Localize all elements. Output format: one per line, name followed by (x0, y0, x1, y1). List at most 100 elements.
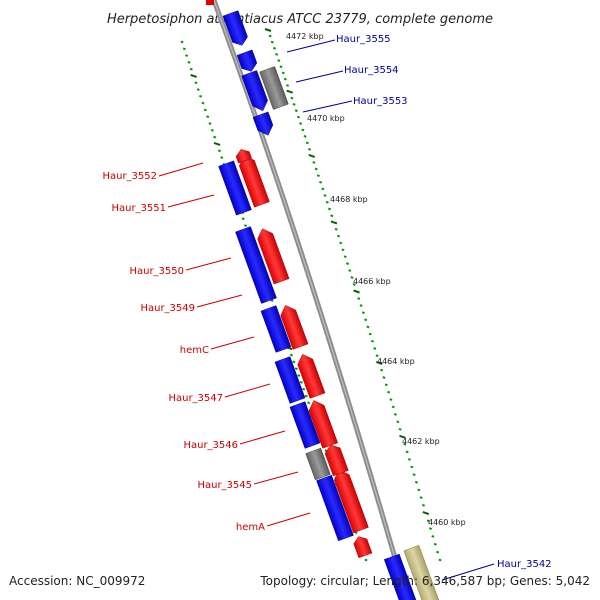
major-tick (308, 153, 316, 158)
minor-tick (417, 488, 421, 492)
minor-tick (382, 376, 386, 379)
gene-reverse-2[interactable] (260, 305, 292, 353)
minor-tick (206, 115, 210, 119)
tick-label: 4472 kbp (286, 32, 324, 41)
label-hemc[interactable]: hemC (180, 345, 209, 356)
label-haur-3547[interactable]: Haur_3547 (168, 393, 223, 404)
backbone (211, 0, 410, 600)
major-tick (213, 141, 221, 146)
gene-red-partial[interactable] (206, 0, 214, 5)
label-haur-3553[interactable]: Haur_3553 (353, 96, 408, 107)
gene-forward-4[interactable] (306, 398, 338, 449)
label-hema[interactable]: hemA (236, 522, 265, 533)
minor-tick (387, 390, 391, 394)
gene-rna[interactable] (403, 545, 443, 600)
minor-tick (241, 217, 245, 221)
minor-tick (361, 311, 365, 315)
minor-tick (419, 496, 423, 499)
minor-tick (182, 47, 186, 51)
gene-haur-3553[interactable] (241, 70, 271, 113)
minor-tick (364, 558, 368, 562)
gene-haur-3542[interactable] (383, 553, 421, 600)
gene-reverse-5[interactable] (316, 474, 354, 542)
label-haur-3555[interactable]: Haur_3555 (336, 34, 391, 45)
gene-haur-3553b[interactable] (252, 111, 276, 138)
minor-tick (199, 94, 203, 98)
minor-tick (220, 156, 224, 159)
minor-tick (391, 405, 395, 409)
minor-tick (421, 503, 426, 507)
label-haur-3546[interactable]: Haur_3546 (183, 440, 238, 451)
minor-tick (213, 135, 217, 139)
minor-tick (185, 54, 189, 57)
gene-haur-3554[interactable] (259, 66, 289, 110)
minor-tick (196, 88, 200, 91)
minor-tick (187, 61, 191, 64)
minor-tick (380, 368, 384, 372)
gene-forward-1[interactable] (255, 226, 290, 285)
gene-gray[interactable] (305, 447, 331, 481)
gene-reverse-3[interactable] (274, 356, 306, 404)
gene-forward-small-1[interactable] (352, 534, 373, 559)
label-haur-3549[interactable]: Haur_3549 (140, 303, 195, 314)
minor-tick (292, 360, 296, 364)
gene-haur-3555b[interactable] (236, 49, 259, 74)
genome-stats-text: Topology: circular; Length: 6,346,587 bp… (259, 574, 590, 588)
minor-tick (368, 332, 372, 336)
tick-label: 4462 kbp (402, 437, 440, 446)
minor-tick (279, 65, 283, 69)
gene-reverse-0[interactable] (218, 160, 252, 216)
gene-forward-3[interactable] (295, 352, 326, 399)
minor-tick (412, 473, 416, 476)
minor-tick (302, 387, 306, 391)
minor-tick (289, 353, 293, 357)
major-tick (422, 511, 430, 516)
gene-forward-extra[interactable] (323, 442, 349, 477)
reverse-strand-genes (222, 10, 289, 138)
gene-cluster (218, 147, 373, 559)
minor-tick (343, 255, 347, 259)
minor-tick (297, 374, 301, 377)
minor-tick (405, 450, 409, 454)
minor-tick (350, 276, 354, 279)
minor-tick (275, 53, 279, 56)
minor-tick (384, 383, 388, 387)
gene-forward-2[interactable] (278, 303, 309, 350)
minor-tick (352, 283, 356, 286)
minor-tick (272, 46, 277, 50)
minor-tick (180, 40, 184, 44)
minor-tick (323, 194, 327, 197)
minor-tick (375, 354, 379, 358)
gene-forward-small-0[interactable] (234, 147, 252, 164)
forward-labels: Haur_3552 Haur_3551 Haur_3550 Haur_3549 … (102, 162, 311, 533)
minor-tick (431, 535, 435, 538)
minor-tick (277, 59, 281, 62)
minor-tick (208, 122, 212, 125)
minor-tick (370, 339, 374, 343)
label-haur-3550[interactable]: Haur_3550 (129, 266, 184, 277)
minor-tick (325, 200, 329, 204)
minor-tick (341, 248, 345, 252)
minor-tick (396, 420, 400, 424)
gene-reverse-4[interactable] (289, 401, 321, 449)
minor-tick (292, 103, 296, 106)
label-haur-3552[interactable]: Haur_3552 (102, 171, 157, 182)
minor-tick (364, 318, 368, 322)
minor-tick (203, 108, 207, 112)
minor-tick (321, 187, 325, 191)
gene-haur-3555[interactable] (222, 10, 250, 48)
label-haur-3542[interactable]: Haur_3542 (497, 559, 552, 570)
minor-tick (312, 161, 316, 164)
tick-labels: 4472 kbp 4470 kbp 4468 kbp 4466 kbp 4464… (286, 32, 466, 527)
label-haur-3551[interactable]: Haur_3551 (111, 203, 166, 214)
minor-tick (217, 149, 221, 153)
tick-label: 4460 kbp (428, 518, 466, 527)
minor-tick (436, 550, 440, 554)
label-haur-3545[interactable]: Haur_3545 (197, 480, 252, 491)
minor-tick (283, 77, 287, 81)
major-tick (376, 360, 383, 365)
gene-reverse-1[interactable] (235, 226, 277, 304)
label-haur-3554[interactable]: Haur_3554 (344, 65, 399, 76)
minor-tick (373, 347, 377, 350)
